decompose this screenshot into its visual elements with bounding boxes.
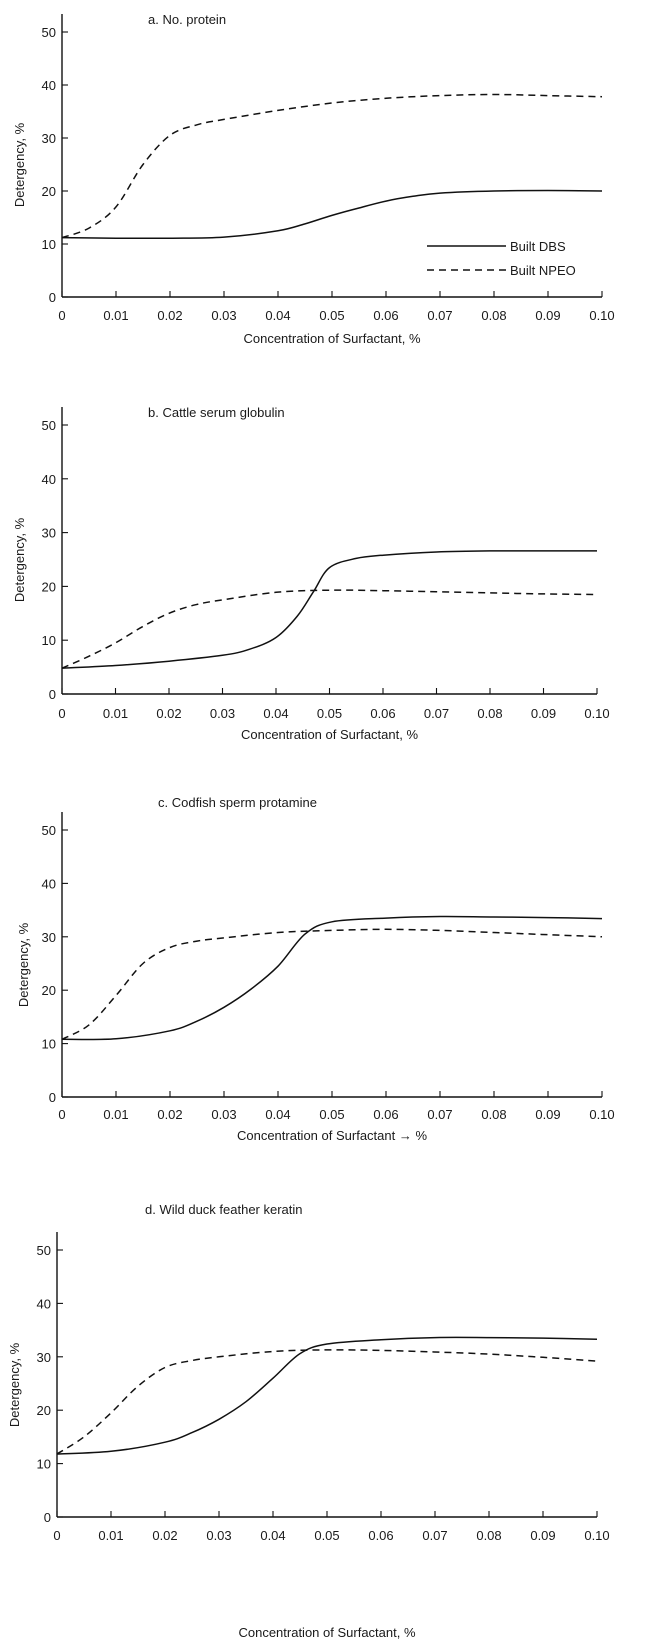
panel-title: b. Cattle serum globulin [148,405,285,420]
y-tick-label: 0 [44,1510,51,1525]
chart-panel-c: c. Codfish sperm protamine 0 10 20 30 40 50 0 0.… [16,795,615,1143]
y-tick-label: 50 [42,418,56,433]
x-axis-title: Concentration of Surfactant, % [241,727,418,742]
x-tick-label: 0 [53,1528,60,1543]
y-tick-label: 40 [42,472,56,487]
y-tick-label: 30 [42,131,56,146]
x-tick-label: 0.06 [370,706,395,721]
x-tick-label: 0.01 [98,1528,123,1543]
x-tick-label: 0 [58,308,65,323]
panel-title: a. No. protein [148,12,226,27]
x-axis-title: Concentration of Surfactant → % [237,1128,427,1143]
y-axis-title: Detergency, % [12,517,27,602]
x-tick-label: 0.05 [319,1107,344,1122]
x-axis-title: Concentration of Surfactant, % [243,331,420,346]
x-tick-label: 0.05 [317,706,342,721]
y-tick-label: 50 [42,25,56,40]
series-line-built-npeo [56,1349,598,1455]
legend-label-built-dbs: Built DBS [510,239,566,254]
x-tick-label: 0.06 [368,1528,393,1543]
y-tick-label: 20 [37,1403,51,1418]
x-tick-label: 0.03 [211,308,236,323]
y-tick-label: 20 [42,579,56,594]
y-axis-title: Detergency, % [7,1342,22,1427]
x-axis-title: Concentration of Surfactant, % [238,1625,415,1640]
legend-label-built-npeo: Built NPEO [510,263,576,278]
chart-panel-a: a. No. protein 0 10 20 30 40 50 0 0.01 0.02 0.03 0.… [12,12,615,346]
x-tick-label: 0.10 [589,308,614,323]
y-tick-label: 10 [37,1457,51,1472]
series-line-built-dbs [61,915,603,1041]
x-tick-label: 0.03 [211,1107,236,1122]
x-tick-label: 0.08 [476,1528,501,1543]
x-tick-label: 0.01 [103,1107,128,1122]
x-tick-label: 0.07 [427,1107,452,1122]
x-tick-label: 0.04 [260,1528,285,1543]
x-tick-label: 0 [58,706,65,721]
x-tick-label: 0.09 [530,1528,555,1543]
x-tick-label: 0.10 [584,706,609,721]
x-tick-label: 0.02 [157,1107,182,1122]
x-tick-label: 0.09 [531,706,556,721]
x-tick-label: 0.04 [263,706,288,721]
x-tick-label: 0.01 [103,706,128,721]
x-tick-label: 0.04 [265,308,290,323]
y-tick-label: 20 [42,983,56,998]
panel-title: c. Codfish sperm protamine [158,795,317,810]
x-tick-label: 0.07 [422,1528,447,1543]
y-axis-title: Detergency, % [12,122,27,207]
x-tick-label: 0 [58,1107,65,1122]
x-tick-label: 0.10 [584,1528,609,1543]
x-tick-label: 0.05 [319,308,344,323]
y-tick-label: 30 [42,526,56,541]
x-tick-label: 0.03 [206,1528,231,1543]
y-tick-label: 50 [42,823,56,838]
x-tick-label: 0.10 [589,1107,614,1122]
y-tick-label: 30 [42,930,56,945]
x-tick-label: 0.02 [152,1528,177,1543]
y-axis-title: Detergency, % [16,922,31,1007]
y-tick-label: 10 [42,633,56,648]
x-tick-label: 0.06 [373,1107,398,1122]
x-tick-label: 0.07 [427,308,452,323]
x-tick-label: 0.03 [210,706,235,721]
x-tick-label: 0.08 [477,706,502,721]
series-line-built-dbs [61,550,597,669]
series-line-built-npeo [61,589,598,669]
y-tick-label: 30 [37,1350,51,1365]
y-tick-label: 0 [49,1090,56,1105]
x-tick-label: 0.01 [103,308,128,323]
y-tick-label: 10 [42,1037,56,1052]
x-tick-label: 0.09 [535,1107,560,1122]
y-tick-label: 40 [37,1296,51,1311]
x-tick-label: 0.02 [156,706,181,721]
x-tick-label: 0.06 [373,308,398,323]
series-line-built-dbs [61,189,603,240]
y-tick-label: 40 [42,876,56,891]
x-tick-label: 0.02 [157,308,182,323]
chart-panel-d: d. Wild duck feather keratin 0 10 20 30 40 50 0… [7,1202,610,1640]
series-line-built-dbs [56,1336,598,1455]
x-tick-label: 0.04 [265,1107,290,1122]
chart-panel-b: b. Cattle serum globulin 0 10 20 30 40 50 0 0.01… [12,405,610,742]
x-tick-label: 0.09 [535,308,560,323]
x-tick-label: 0.05 [314,1528,339,1543]
y-tick-label: 10 [42,237,56,252]
y-tick-label: 40 [42,78,56,93]
y-tick-label: 0 [49,290,56,305]
x-tick-label: 0.08 [481,308,506,323]
x-tick-label: 0.07 [424,706,449,721]
y-tick-label: 20 [42,184,56,199]
panel-title: d. Wild duck feather keratin [145,1202,303,1217]
series-line-built-npeo [61,928,603,1040]
y-tick-label: 0 [49,687,56,702]
x-tick-label: 0.08 [481,1107,506,1122]
y-tick-label: 50 [37,1243,51,1258]
